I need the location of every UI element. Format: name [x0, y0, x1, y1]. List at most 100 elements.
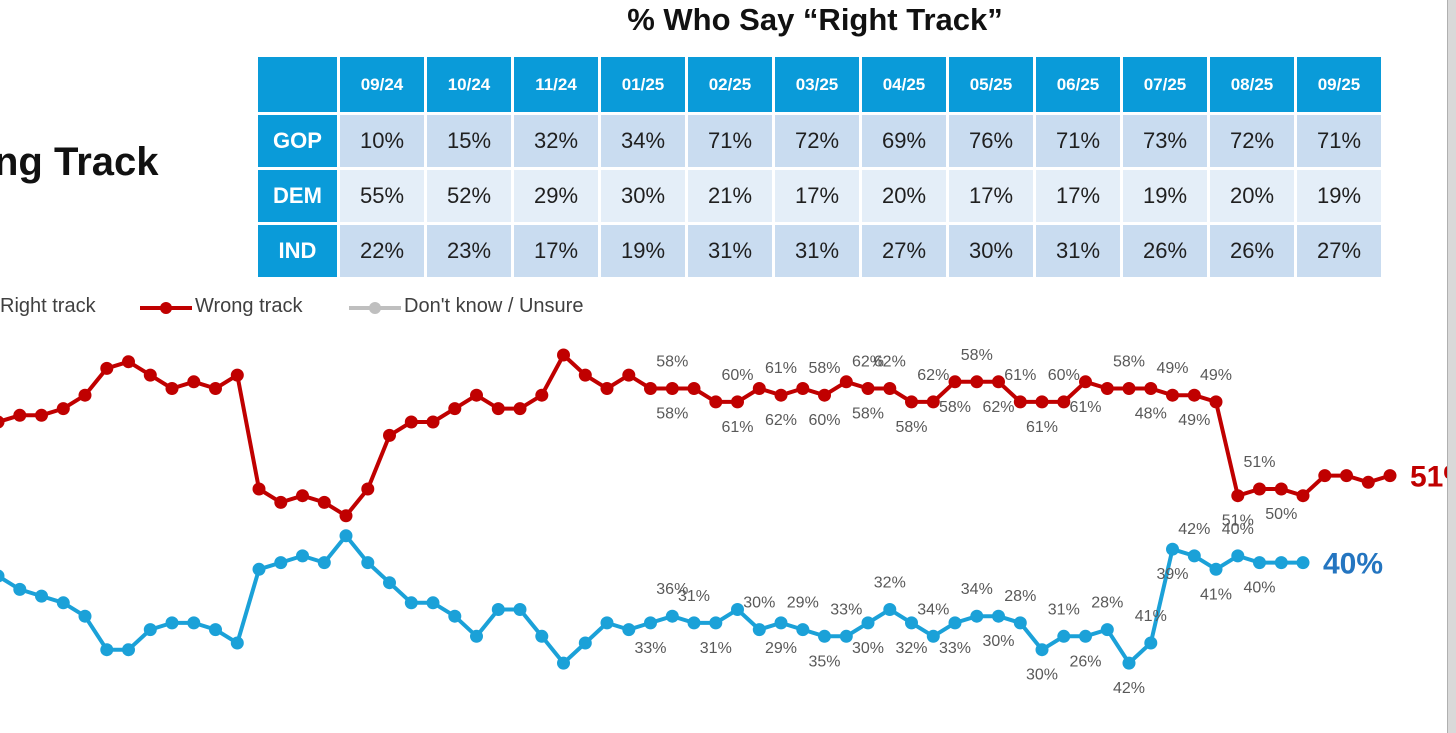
wrong-track-point [883, 382, 897, 395]
right-track-point [731, 603, 744, 616]
wrong-track-point [339, 509, 353, 523]
right-track-data-label: 34% [961, 581, 993, 598]
table-cell: 10% [340, 115, 424, 167]
wrong-track-point [1383, 469, 1397, 483]
wrong-track-point [861, 382, 875, 395]
right-track-point [274, 556, 288, 570]
right-track-point [622, 623, 636, 637]
wrong-track-data-label: 49% [1156, 360, 1188, 377]
wrong-track-point [35, 408, 48, 422]
window-edge [1447, 0, 1456, 733]
wrong-track-point [709, 395, 723, 409]
table-cell: 34% [601, 115, 685, 167]
right-track-point [535, 629, 549, 643]
right-track-point [1144, 636, 1158, 650]
right-track-data-label: 33% [830, 601, 862, 618]
month-header: 01/25 [601, 57, 685, 112]
legend-wrong-swatch-icon [140, 302, 192, 314]
right-track-data-label: 40% [1222, 521, 1254, 538]
wrong-track-data-label: 62% [874, 354, 906, 371]
right-track-data-label: 30% [743, 595, 775, 612]
right-track-point [1274, 556, 1288, 570]
right-track-point [317, 556, 331, 570]
wrong-track-point [470, 388, 483, 402]
legend-dontknow-swatch-icon [349, 302, 401, 314]
right-track-data-label: 34% [917, 601, 949, 618]
wrong-track-point [426, 415, 440, 429]
right-track-point [970, 609, 984, 623]
right-track-point [1013, 616, 1027, 630]
table-cell: 21% [688, 170, 772, 222]
table-cell: 76% [949, 115, 1033, 167]
right-track-point [230, 636, 244, 650]
wrong-track-point [513, 402, 527, 416]
row-label: DEM [258, 170, 337, 222]
table-cell: 55% [340, 170, 424, 222]
wrong-track-point [926, 395, 940, 409]
table-cell: 15% [427, 115, 511, 167]
wrong-track-point [1100, 382, 1114, 395]
wrong-track-point [578, 368, 592, 382]
chart-title-fragment: ng Track [0, 140, 159, 184]
wrong-track-point [839, 375, 853, 389]
table-cell: 31% [775, 225, 859, 277]
wrong-track-point [56, 402, 70, 416]
wrong-track-data-label: 58% [939, 399, 971, 416]
right-track-point [752, 623, 766, 637]
right-track-data-label: 28% [1091, 595, 1123, 612]
wrong-track-point [731, 395, 744, 409]
right-track-point [1187, 549, 1201, 563]
right-track-point [13, 582, 27, 596]
right-track-point [1253, 556, 1266, 570]
table-cell: 17% [775, 170, 859, 222]
right-track-data-label: 42% [1178, 521, 1210, 538]
legend-wrong-track: Wrong track [195, 295, 303, 317]
right-track-point [252, 562, 266, 576]
right-track-data-label: 32% [895, 640, 927, 657]
table-cell: 29% [514, 170, 598, 222]
table-cell: 19% [601, 225, 685, 277]
right-track-point [926, 629, 940, 643]
right-track-point [470, 629, 483, 643]
wrong-track-point [448, 402, 462, 416]
wrong-track-point [1035, 395, 1049, 409]
wrong-track-point [1209, 395, 1223, 409]
wrong-track-data-label: 61% [1026, 419, 1058, 436]
wrong-track-point [122, 355, 135, 369]
wrong-track-point [1231, 489, 1245, 503]
wrong-track-data-label: 58% [1113, 354, 1145, 371]
table-cell: 30% [601, 170, 685, 222]
right-track-point [0, 569, 5, 583]
wrong-track-point [948, 375, 962, 389]
table-corner-cell [258, 57, 337, 112]
table-cell: 31% [1036, 225, 1120, 277]
right-track-point [1035, 643, 1049, 657]
table-cell: 19% [1123, 170, 1207, 222]
wrong-track-data-label: 62% [982, 399, 1014, 416]
right-track-end-label: 40% [1323, 548, 1383, 581]
right-track-point [883, 603, 897, 616]
wrong-track-point [1361, 475, 1375, 489]
table-cell: 73% [1123, 115, 1207, 167]
wrong-track-point [317, 495, 331, 509]
right-track-point [78, 609, 92, 623]
right-track-data-label: 31% [700, 640, 732, 657]
month-header: 09/25 [1297, 57, 1381, 112]
right-track-data-label: 36% [656, 581, 688, 598]
right-track-point [491, 603, 505, 616]
wrong-track-data-label: 62% [852, 354, 884, 371]
table-cell: 20% [1210, 170, 1294, 222]
wrong-track-data-label: 48% [1135, 406, 1167, 423]
right-track-point [165, 616, 179, 630]
wrong-track-point [1318, 469, 1332, 483]
party-table: 09/24 10/24 11/24 01/25 02/25 03/25 04/2… [255, 54, 1384, 280]
wrong-track-point [209, 382, 222, 395]
table-cell: 52% [427, 170, 511, 222]
wrong-track-point [970, 375, 984, 389]
table-cell: 27% [1297, 225, 1381, 277]
legend-right-track: Right track [0, 295, 96, 317]
wrong-track-point [774, 388, 788, 402]
wrong-track-point [143, 368, 157, 382]
wrong-track-data-label: 58% [808, 360, 840, 377]
